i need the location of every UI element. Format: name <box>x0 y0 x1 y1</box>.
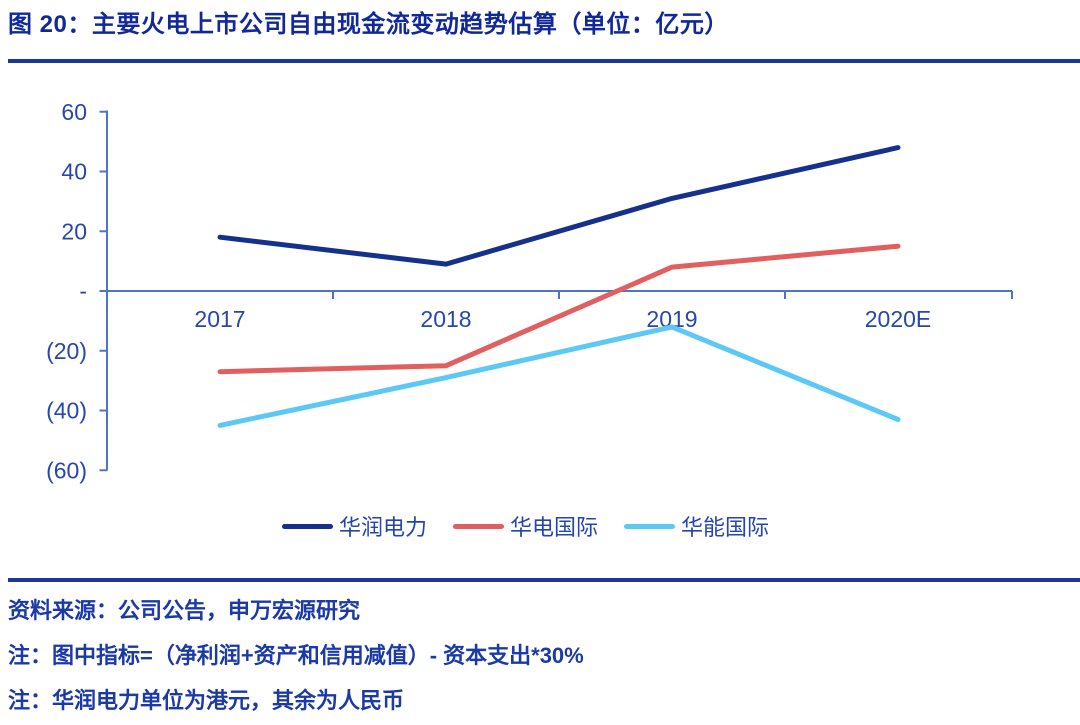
y-tick-label: (60) <box>46 457 87 483</box>
y-tick-label: (20) <box>46 338 87 364</box>
legend-item-huaneng: 华能国际 <box>624 510 769 542</box>
x-category-label: 2017 <box>194 306 245 332</box>
y-tick-label: 20 <box>61 218 87 244</box>
legend-item-crp: 华润电力 <box>282 510 427 542</box>
title-divider-line <box>8 59 1080 63</box>
footer-divider-line <box>8 578 1080 582</box>
x-category-label: 2020E <box>865 306 932 332</box>
currency-note: 注：华润电力单位为港元，其余为人民币 <box>8 688 405 713</box>
legend-line-swatch-huaneng <box>624 523 676 529</box>
figure-title: 图 20：主要火电上市公司自由现金流变动趋势估算（单位：亿元） <box>8 11 729 38</box>
chart-legend: 华润电力 华电国际 华能国际 <box>282 510 769 542</box>
source-note: 资料来源：公司公告，申万宏源研究 <box>8 598 361 623</box>
y-tick-label: 60 <box>61 99 87 125</box>
series-line-2 <box>217 324 901 428</box>
legend-line-swatch-crp <box>282 523 333 529</box>
legend-line-swatch-huadian <box>453 523 505 529</box>
y-tick-label: (40) <box>46 398 87 424</box>
series-line-1 <box>217 243 901 375</box>
series-line-0 <box>217 145 901 267</box>
indicator-note: 注：图中指标=（净利润+资产和信用减值）- 资本支出*30% <box>8 643 584 668</box>
legend-label: 华能国际 <box>681 515 770 540</box>
legend-item-huadian: 华电国际 <box>453 510 598 542</box>
x-category-label: 2018 <box>420 306 471 332</box>
y-tick-label: - <box>79 278 87 304</box>
y-tick-label: 40 <box>61 159 87 185</box>
legend-label: 华电国际 <box>510 515 599 540</box>
legend-label: 华润电力 <box>339 515 428 540</box>
